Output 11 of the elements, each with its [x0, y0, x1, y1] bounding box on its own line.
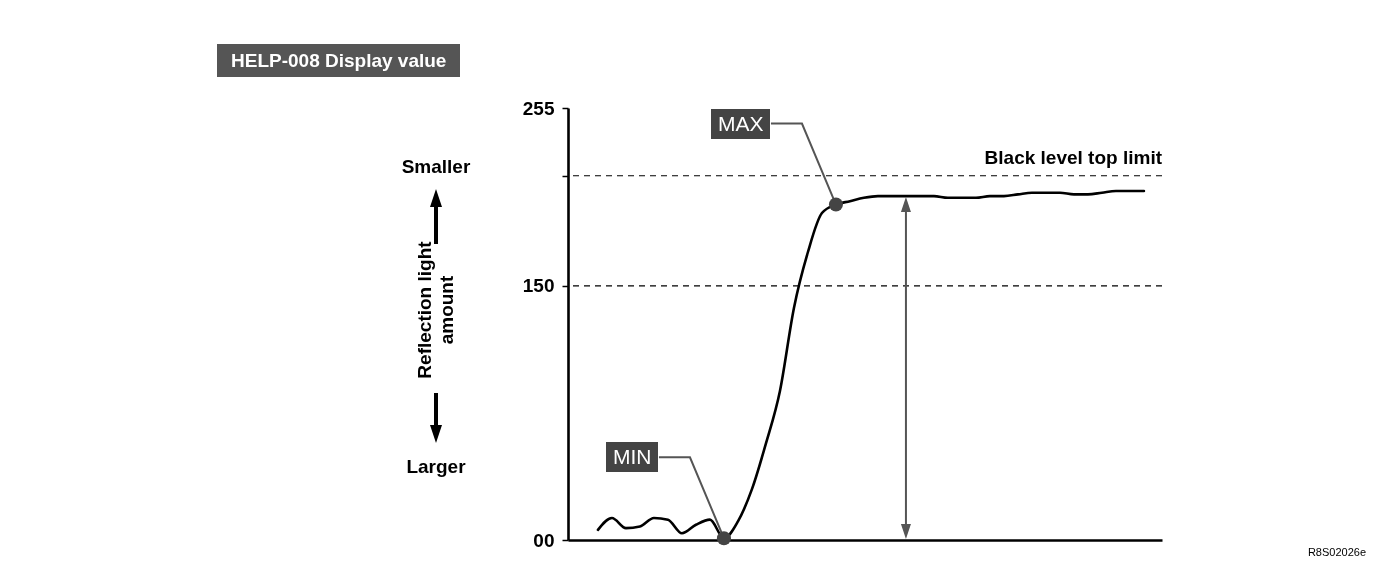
text: HELP-008 Display value [217, 44, 461, 77]
annotation: MAX [710, 108, 771, 139]
y-tick-label: 00 [533, 529, 555, 551]
ref-line-label: Black level top limit [984, 146, 1163, 168]
y-tick-label: 150 [522, 275, 555, 297]
y-tick-label: 255 [522, 97, 555, 119]
y-axis-title: Reflection light amount [414, 240, 458, 380]
text: R8S02026e [1307, 546, 1366, 558]
text: Smaller [401, 156, 471, 178]
annotation: MIN [605, 442, 659, 473]
text: Larger [406, 456, 466, 478]
